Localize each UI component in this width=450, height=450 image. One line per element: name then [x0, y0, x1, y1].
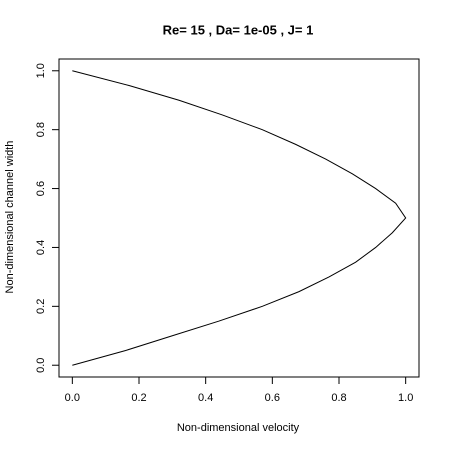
x-tick-label: 1.0 [398, 392, 413, 404]
chart-title: Re= 15 , Da= 1e-05 , J= 1 [163, 22, 314, 37]
y-tick-label: 0.8 [35, 122, 47, 137]
profile-line [72, 70, 407, 366]
y-tick-label: 0.0 [35, 358, 47, 373]
y-tick-label: 0.4 [35, 240, 47, 255]
x-tick-label: 0.8 [331, 392, 346, 404]
x-tick-label: 0.6 [265, 392, 280, 404]
plot-box [58, 58, 420, 378]
y-tick-label: 0.2 [35, 299, 47, 314]
x-tick-label: 0.4 [198, 392, 213, 404]
x-tick-label: 0.2 [131, 392, 146, 404]
y-tick-label: 1.0 [35, 63, 47, 78]
x-axis-label: Non-dimensional velocity [177, 422, 300, 434]
y-axis-label: Non-dimensional channel width [4, 141, 16, 294]
x-tick-label: 0.0 [65, 392, 80, 404]
y-tick-label: 0.6 [35, 181, 47, 196]
